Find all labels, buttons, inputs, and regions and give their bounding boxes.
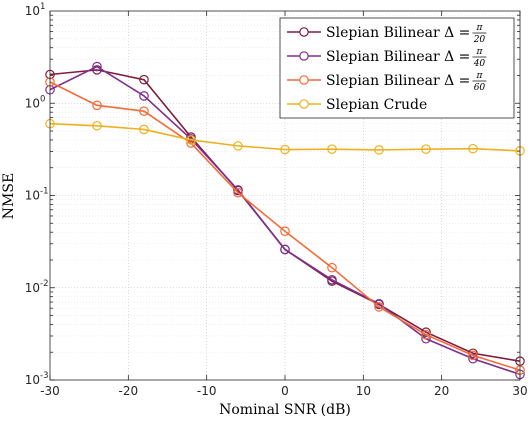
x-tick-label: -20 [119, 384, 139, 398]
legend-frac-denominator: 60 [474, 83, 486, 93]
x-tick-label: 20 [434, 384, 449, 398]
series-3-point [186, 138, 196, 148]
series-3-point [139, 106, 149, 117]
x-tick-label: -10 [197, 384, 217, 398]
series-4-point [374, 145, 384, 155]
legend-frac-numerator: π [475, 71, 483, 81]
legend-swatch-marker [299, 27, 309, 37]
legend-frac-numerator: π [475, 47, 483, 57]
series-4-point [186, 135, 196, 145]
y-tick-exponent: 0 [40, 94, 45, 104]
legend-swatch-marker [299, 51, 309, 61]
series-2-point [139, 91, 149, 101]
y-tick-label: 10 [25, 189, 40, 203]
series-3-point [233, 187, 243, 198]
series-1-point [139, 74, 149, 85]
legend-label: Slepian Bilinear Δ = [326, 25, 470, 41]
x-tick-label: -30 [40, 384, 60, 398]
series-3-point [92, 100, 102, 111]
legend-frac-numerator: π [475, 23, 483, 33]
series-2-point [92, 61, 102, 72]
legend-box [279, 17, 515, 119]
x-tick-label: 10 [356, 384, 371, 398]
y-tick-exponent: -3 [40, 371, 48, 381]
y-tick-exponent: -1 [40, 187, 48, 197]
y-tick-label: 10 [25, 281, 40, 295]
series-3-point [421, 329, 431, 340]
legend-swatch-marker [299, 99, 309, 109]
y-tick-exponent: 1 [40, 2, 45, 12]
y-tick-label: 10 [25, 96, 40, 110]
y-axis-title: NMSE [1, 173, 17, 219]
legend-frac-denominator: 40 [473, 59, 486, 69]
series-line-4 [49, 122, 521, 152]
legend-label: Slepian Bilinear Δ = [326, 73, 470, 89]
series-line-2 [49, 65, 521, 376]
y-tick-label: 10 [25, 373, 40, 387]
series-4-point [139, 124, 149, 135]
series-2-point [233, 185, 243, 195]
legend-swatch-marker [299, 75, 309, 85]
series-2-point [280, 244, 290, 255]
x-tick-label: 0 [281, 384, 289, 398]
x-tick-label: 30 [512, 384, 527, 398]
series-3-point [374, 302, 384, 312]
y-tick-label: 10 [25, 4, 40, 18]
series-4-point [327, 144, 337, 154]
series-line-3 [49, 81, 521, 371]
series-4-point [92, 120, 102, 131]
series-3-point [468, 350, 478, 361]
plot-frame [49, 10, 521, 381]
series-4-point [280, 144, 290, 155]
legend-label: Slepian Bilinear Δ = [326, 49, 470, 65]
series-4-point [233, 141, 243, 151]
series-2-point [327, 274, 337, 285]
y-tick-exponent: -2 [40, 279, 48, 289]
legend-label: Slepian Crude [326, 97, 427, 113]
series-4-point [468, 143, 478, 154]
x-axis-title: Nominal SNR (dB) [219, 402, 351, 418]
series-group [45, 61, 525, 380]
series-3-point [327, 262, 337, 273]
series-4-point [421, 144, 431, 154]
legend-frac-denominator: 20 [473, 35, 486, 45]
x-axis-ticks: -30 -20 -10 0 10 20 30 [40, 11, 528, 398]
series-3-point [280, 226, 290, 237]
